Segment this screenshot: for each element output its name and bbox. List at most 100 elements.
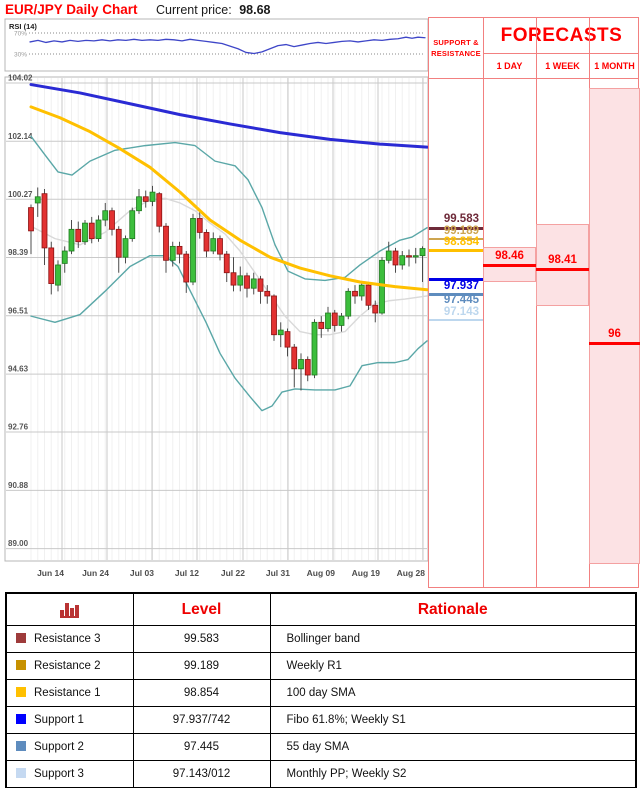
candle-body <box>250 278 257 289</box>
rsi-threshold-label: 30% <box>14 52 27 59</box>
level-value-cell: 97.445 <box>132 733 271 761</box>
candle-body <box>392 250 399 266</box>
table-row: Support 3 97.143/012 Monthly PP; Weekly S2 <box>5 760 637 788</box>
table-row: Resistance 3 99.583 Bollinger band <box>5 625 637 653</box>
price-chart: RSI (14)70% 30% Jun 14 Jun 24 Jul 03 Jul 12 Ju… <box>4 18 429 578</box>
candle-body <box>109 210 115 230</box>
candle-body <box>345 290 352 317</box>
candle-body <box>28 207 34 232</box>
x-axis-label: Jun 14 <box>37 568 64 578</box>
candle-body <box>352 290 358 297</box>
sr-level-line <box>429 238 483 240</box>
candle-body <box>156 193 163 227</box>
bollinger-lower-line <box>30 254 428 412</box>
level-name-cell: Support 1 <box>5 706 134 734</box>
rsi-label: RSI (14) <box>9 22 37 31</box>
candle-body <box>55 264 61 286</box>
100-day-sma-line <box>29 105 429 292</box>
forecast-subheader-1-day: 1 DAY <box>496 60 523 71</box>
table-row: Resistance 1 98.854 100 day SMA <box>5 679 637 707</box>
level-name-cell: Resistance 3 <box>5 625 134 653</box>
bollinger-upper-line <box>30 135 428 282</box>
candle-body <box>122 238 129 258</box>
bar-chart-icon <box>60 600 80 619</box>
level-name-cell: Support 2 <box>5 733 134 761</box>
candle-body <box>298 359 304 370</box>
candle-body <box>190 218 196 283</box>
current-price-label: Current price: <box>156 3 232 17</box>
candle-body <box>102 210 109 221</box>
candle-body <box>399 255 406 266</box>
candle-body <box>149 191 156 202</box>
candle-body <box>142 196 149 202</box>
sr-level-label: 99.189 <box>443 225 479 237</box>
table-row: Resistance 2 99.189 Weekly R1 <box>5 652 637 680</box>
candle-body <box>75 228 82 243</box>
candle-body <box>230 272 237 286</box>
rsi-panel-frame <box>4 18 429 72</box>
candle-body <box>365 284 372 306</box>
sr-level-line <box>429 293 483 296</box>
bollinger-mid-line <box>30 197 428 336</box>
sr-level-label: 97.143 <box>443 306 479 318</box>
candle-body <box>34 196 41 204</box>
page-title: EUR/JPY Daily Chart <box>5 2 138 17</box>
panel-divider <box>429 78 638 79</box>
level-name-cell: Support 3 <box>5 760 134 788</box>
support-resistance-forecast-panel: SUPPORT & RESISTANCE FORECASTS 1 DAY 1 WE… <box>428 17 640 588</box>
candle-body <box>244 275 250 289</box>
sr-level-line <box>429 249 483 252</box>
200-day-sma-line <box>29 83 429 149</box>
level-column-header: Level <box>132 592 271 626</box>
sr-level-label: 97.937 <box>443 280 479 292</box>
candle-body <box>203 232 210 252</box>
level-color-swatch <box>16 768 26 778</box>
candle-body <box>264 290 271 297</box>
forecast-range-box <box>588 88 640 564</box>
x-axis-label: Jun 24 <box>82 568 109 578</box>
forecast-value: 98.46 <box>495 250 524 262</box>
rationale-cell: 55 day SMA <box>269 733 637 761</box>
sr-level-line <box>429 227 483 230</box>
forecast-range-box <box>535 224 589 306</box>
candle-body <box>136 196 142 212</box>
level-name: Resistance 2 <box>34 660 101 672</box>
level-value-cell: 99.583 <box>132 625 271 653</box>
forecast-value-line <box>483 264 536 267</box>
levels-table: Level Rationale Resistance 3 99.583 Bollin… <box>5 592 637 788</box>
level-name: Resistance 3 <box>34 633 101 645</box>
y-axis-label: 92.76 <box>8 423 29 432</box>
rsi-threshold-label: 70% <box>14 31 27 38</box>
forecast-value: 98.41 <box>548 254 577 266</box>
candle-body <box>318 321 325 329</box>
x-axis-label: Jul 22 <box>221 568 245 578</box>
level-value-cell: 97.937/742 <box>132 706 271 734</box>
chart-header: EUR/JPY Daily Chart Current price: 98.68 <box>5 1 270 17</box>
candle-body <box>196 218 203 233</box>
forecast-value-line <box>589 342 640 345</box>
candle-body <box>325 312 331 329</box>
y-axis-label: 98.39 <box>8 248 29 257</box>
level-value-cell: 99.189 <box>132 652 271 680</box>
sr-level-label: 97.445 <box>443 294 479 306</box>
candle-body <box>419 248 426 257</box>
level-name: Support 3 <box>34 768 84 780</box>
x-axis-label: Aug 19 <box>352 568 381 578</box>
forecasts-title: FORECASTS <box>500 24 623 46</box>
candle-body <box>210 238 217 252</box>
forecast-subheader-1-month: 1 MONTH <box>594 60 635 71</box>
rationale-column-header: Rationale <box>269 592 637 626</box>
candle-body <box>41 193 48 249</box>
candle-body <box>163 225 169 261</box>
candle-body <box>412 255 419 258</box>
candle-body <box>237 275 244 286</box>
level-name: Support 1 <box>34 714 84 726</box>
rsi-line <box>29 36 426 55</box>
candle-body <box>372 304 379 314</box>
table-icon-cell <box>5 592 134 626</box>
candle-body <box>176 245 183 255</box>
candle-body <box>223 253 230 274</box>
candle-body <box>358 284 365 297</box>
candle-body <box>129 210 136 240</box>
x-axis-label: Jul 31 <box>266 568 290 578</box>
